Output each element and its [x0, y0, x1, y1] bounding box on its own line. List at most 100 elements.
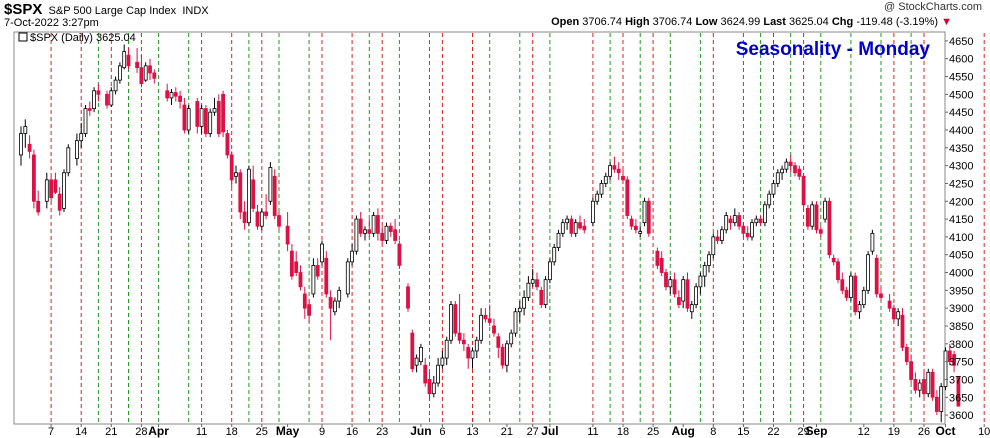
day-label: 21 [501, 426, 513, 438]
legend-swatch [18, 32, 28, 42]
candle-body [724, 215, 729, 231]
candle-body [259, 211, 264, 227]
candle-body [677, 297, 681, 306]
candle-body [289, 250, 294, 277]
day-label: 16 [346, 426, 358, 438]
high-value: 3706.74 [652, 16, 693, 28]
candle-body [612, 165, 617, 170]
day-label: 18 [617, 426, 629, 438]
candle-body [513, 311, 518, 334]
candle-body [689, 304, 694, 313]
candle-body [836, 261, 840, 281]
candle-body [272, 175, 277, 216]
chg-label: Chg [831, 16, 854, 28]
candle-body [152, 72, 157, 79]
y-tick-label: 3800 [949, 339, 973, 351]
candle-body [354, 218, 359, 252]
candle-body [763, 204, 767, 224]
candle-body [414, 357, 419, 366]
y-tick-label: 4000 [949, 268, 973, 280]
chart-header: $SPX S&P 500 Large Cap Index INDX 7-Oct-… [0, 0, 990, 32]
candle-body [698, 275, 703, 288]
y-tick-label: 4300 [949, 161, 973, 173]
day-label: 8 [710, 426, 716, 438]
y-tick-label: 4600 [949, 54, 973, 66]
candle-body [105, 93, 109, 106]
y-tick-label: 3600 [949, 410, 973, 422]
candle-body [556, 232, 561, 249]
candle-body [178, 95, 183, 102]
candle-body [900, 314, 905, 348]
candle-body [49, 179, 53, 199]
candle-body [238, 172, 243, 213]
candle-body [169, 92, 174, 99]
candle-body [32, 154, 36, 202]
candle-body [801, 175, 806, 206]
day-label: 29 [797, 426, 809, 438]
candle-body [307, 304, 312, 316]
candle-body [702, 265, 707, 277]
down-arrow-icon: ▼ [941, 16, 952, 28]
month-label: Sep [805, 424, 827, 438]
candle-body [956, 376, 961, 407]
candle-body [573, 222, 578, 234]
candle-body [324, 257, 329, 295]
candle-body [917, 382, 922, 391]
day-label: 23 [376, 426, 388, 438]
candle-body [380, 232, 385, 241]
candle-body [277, 215, 281, 227]
candle-body [135, 61, 140, 69]
candle-body [569, 218, 574, 234]
candle-body [444, 339, 449, 359]
candle-body [66, 147, 71, 174]
candle-body [896, 311, 901, 320]
candle-body [23, 126, 28, 134]
candle-body [926, 371, 931, 395]
candle-body [737, 215, 741, 227]
timestamp: 7-Oct-2022 3:27pm [4, 17, 99, 29]
candle-body [857, 304, 862, 313]
candle-body [397, 243, 402, 266]
candle-body [251, 179, 256, 209]
candle-body [522, 297, 526, 309]
candle-body [866, 254, 870, 291]
candle-body [810, 204, 815, 227]
candle-body [771, 183, 776, 195]
candle-body [186, 108, 191, 131]
candle-body [608, 165, 612, 177]
month-label: Jun [410, 424, 431, 438]
candle-body [246, 168, 251, 224]
candle-body [535, 279, 539, 288]
y-tick-label: 3950 [949, 285, 973, 297]
candle-body [96, 90, 101, 95]
candle-body [436, 364, 441, 384]
series-legend: $SPX (Daily) 3625.04 [30, 32, 136, 44]
candle-body [410, 332, 415, 370]
candle-body [337, 289, 342, 302]
candle-body [268, 167, 273, 202]
day-label: 10 [978, 426, 990, 438]
candle-body [668, 279, 673, 288]
day-label: 12 [858, 426, 870, 438]
day-label: 26 [918, 426, 930, 438]
candle-body [148, 65, 152, 74]
candle-body [909, 361, 913, 380]
candle-body [350, 250, 355, 263]
y-tick-label: 4500 [949, 89, 973, 101]
candle-body [44, 179, 49, 202]
candle-body [87, 108, 92, 111]
candle-body [474, 339, 479, 352]
y-tick-label: 4100 [949, 232, 973, 244]
candle-body [294, 261, 299, 273]
candle-body [840, 279, 845, 291]
day-label: 6 [439, 426, 445, 438]
candle-body [664, 272, 668, 288]
candle-body [874, 257, 879, 295]
candle-body [406, 286, 410, 309]
candle-body [83, 108, 88, 134]
candle-body [62, 172, 66, 209]
month-label: Apr [148, 424, 169, 438]
candle-body [367, 229, 372, 234]
candle-body [487, 318, 492, 323]
